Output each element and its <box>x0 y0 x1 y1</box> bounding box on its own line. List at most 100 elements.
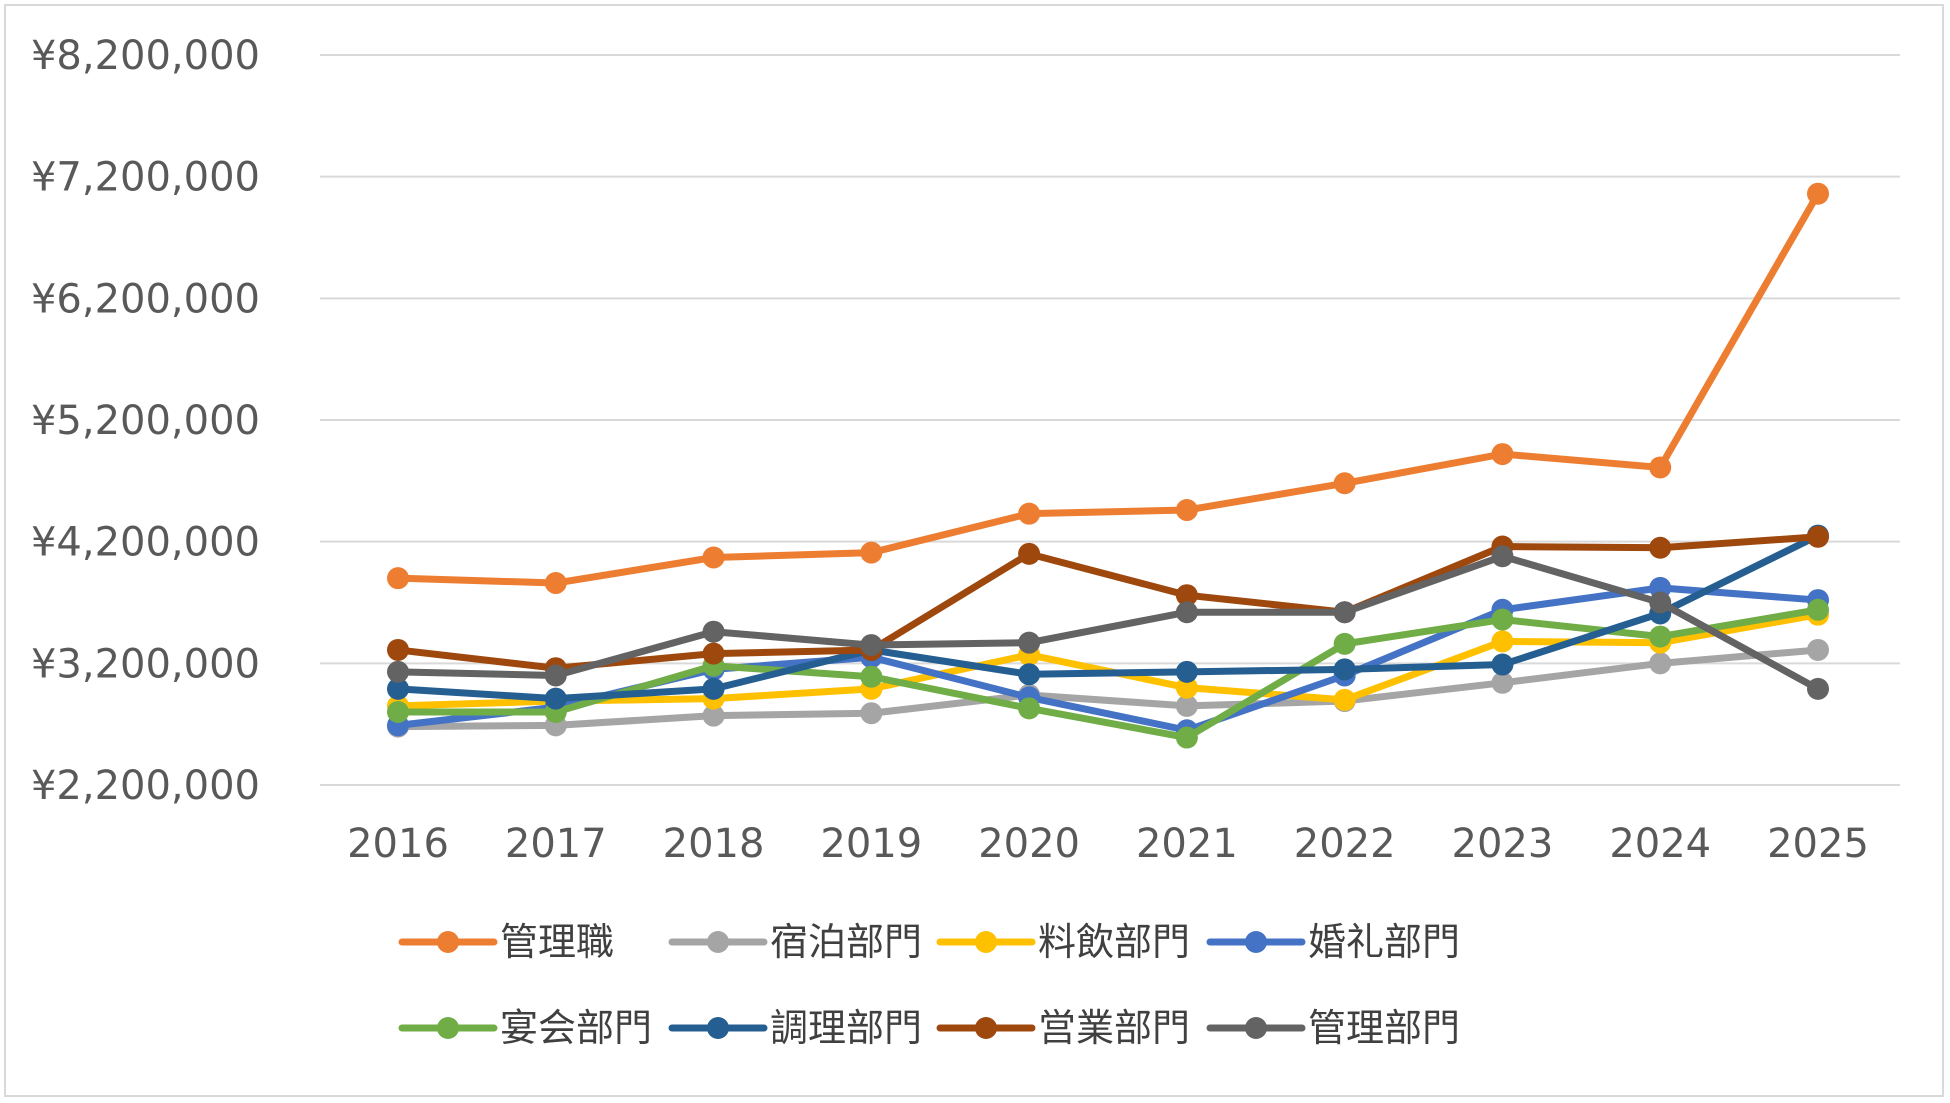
data-point <box>702 620 725 643</box>
x-tick-label: 2018 <box>663 821 765 867</box>
data-point <box>860 541 883 564</box>
legend-item: 営業部門 <box>936 1006 1190 1050</box>
data-point <box>1018 631 1041 654</box>
y-tick-label: ¥4,200,000 <box>31 520 260 566</box>
data-point <box>702 704 725 727</box>
series-line <box>394 646 1822 731</box>
data-point <box>702 642 725 665</box>
data-point <box>1175 660 1198 683</box>
series-line <box>394 552 1822 693</box>
data-point <box>387 701 409 723</box>
y-tick-label: ¥7,200,000 <box>31 155 260 201</box>
series <box>387 182 1829 595</box>
data-point <box>1018 697 1041 720</box>
legend-label: 調理部門 <box>770 1006 922 1050</box>
y-tick-label: ¥2,200,000 <box>31 763 260 809</box>
data-point <box>702 546 725 569</box>
series <box>387 545 1829 700</box>
data-point <box>1333 601 1356 624</box>
legend-item: 宴会部門 <box>398 1006 652 1050</box>
series-line <box>394 533 1822 672</box>
legend-marker <box>437 931 459 953</box>
legend-label: 婚礼部門 <box>1308 920 1460 964</box>
data-point <box>1175 676 1198 699</box>
legend-label: 料飲部門 <box>1038 920 1190 964</box>
legend-marker <box>707 1017 729 1039</box>
data-point <box>1175 584 1198 607</box>
x-tick-label: 2017 <box>505 821 607 867</box>
data-point <box>544 664 567 687</box>
x-tick-label: 2023 <box>1452 821 1554 867</box>
data-point <box>860 634 883 657</box>
series <box>387 524 1829 710</box>
legend-label: 営業部門 <box>1038 1006 1190 1050</box>
data-point <box>1491 608 1514 631</box>
legend-item: 管理職 <box>398 920 614 964</box>
data-point <box>1175 726 1198 749</box>
legend-item: 調理部門 <box>668 1006 922 1050</box>
data-point <box>860 665 883 688</box>
data-point <box>1333 688 1356 711</box>
data-point <box>1491 443 1514 466</box>
data-point <box>1333 632 1356 655</box>
legend-label: 宴会部門 <box>500 1006 652 1050</box>
data-point <box>1491 653 1514 676</box>
data-point <box>1018 542 1041 565</box>
data-point <box>1018 502 1041 525</box>
data-point <box>1491 671 1514 694</box>
data-point <box>1649 456 1672 479</box>
data-point <box>702 677 725 700</box>
x-tick-label: 2019 <box>820 821 922 867</box>
data-point <box>544 572 567 595</box>
legend-item: 宿泊部門 <box>668 920 922 964</box>
series-line <box>394 532 1822 703</box>
data-point <box>1649 652 1672 675</box>
data-point <box>1175 499 1198 522</box>
legend-marker <box>975 931 997 953</box>
data-point <box>1333 658 1356 681</box>
legend-marker <box>707 931 729 953</box>
legend-label: 管理職 <box>500 920 614 964</box>
legend-marker <box>1245 1017 1267 1039</box>
legend-marker <box>1245 931 1267 953</box>
y-tick-label: ¥5,200,000 <box>31 398 260 444</box>
data-point <box>1807 638 1829 661</box>
data-point <box>1807 182 1829 205</box>
x-tick-label: 2024 <box>1609 821 1711 867</box>
data-point <box>1807 598 1829 621</box>
data-point <box>387 677 409 700</box>
x-tick-label: 2022 <box>1294 821 1396 867</box>
series <box>387 525 1829 680</box>
legend-item: 管理部門 <box>1206 1006 1460 1050</box>
legend-label: 管理部門 <box>1308 1006 1460 1050</box>
data-point <box>1018 663 1041 686</box>
data-point <box>387 660 409 683</box>
y-axis-tick-labels: ¥2,200,000 ¥3,200,000 ¥4,200,000 ¥5,200,000… <box>31 33 260 809</box>
legend-item: 婚礼部門 <box>1206 920 1460 964</box>
y-tick-label: ¥3,200,000 <box>31 641 260 687</box>
data-point <box>1649 591 1672 614</box>
data-point <box>1491 545 1514 568</box>
x-tick-label: 2016 <box>347 821 449 867</box>
data-point <box>1649 625 1672 648</box>
data-point <box>387 567 409 590</box>
data-point <box>1649 536 1672 559</box>
legend-marker <box>975 1017 997 1039</box>
data-point <box>387 638 409 661</box>
series-lines <box>387 182 1829 749</box>
data-point <box>1175 601 1198 624</box>
legend-item: 料飲部門 <box>936 920 1190 964</box>
data-point <box>1175 694 1198 717</box>
legend-marker <box>437 1017 459 1039</box>
series-line <box>394 190 1822 587</box>
series <box>387 598 1829 749</box>
x-tick-label: 2020 <box>978 821 1080 867</box>
y-tick-label: ¥6,200,000 <box>31 276 260 322</box>
legend-label: 宿泊部門 <box>770 920 922 964</box>
x-tick-label: 2025 <box>1767 821 1869 867</box>
x-tick-label: 2021 <box>1136 821 1238 867</box>
y-tick-label: ¥8,200,000 <box>31 33 260 79</box>
data-point <box>1807 525 1829 548</box>
